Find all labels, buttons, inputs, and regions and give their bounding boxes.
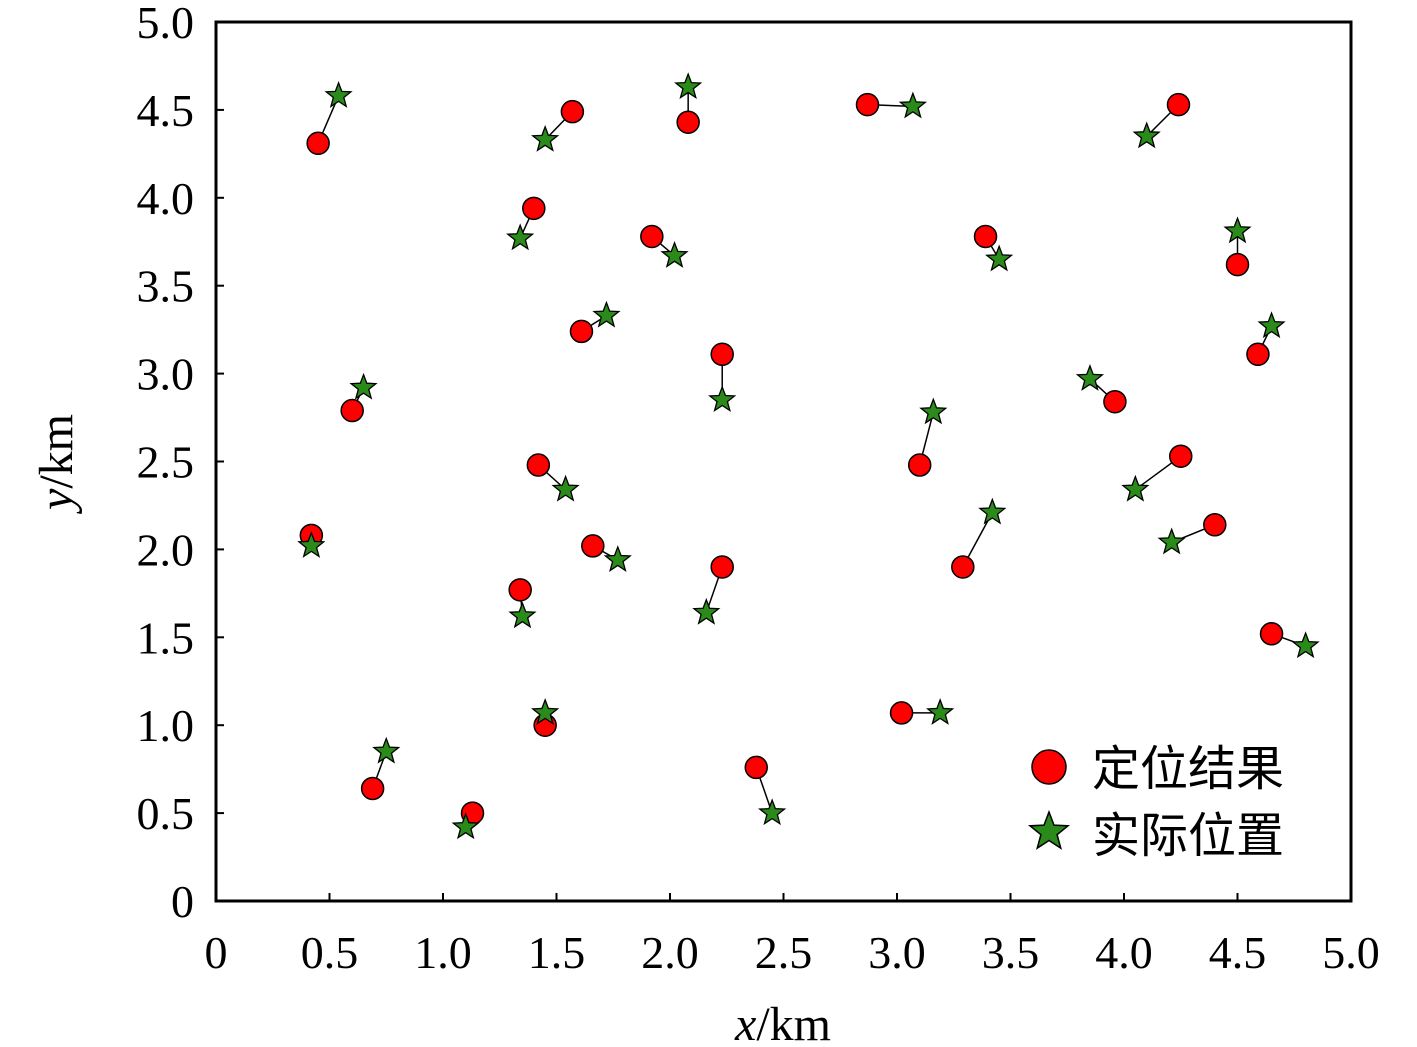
y-tick-label: 2.0 bbox=[137, 524, 195, 575]
actual-point bbox=[1132, 121, 1161, 149]
actual-point bbox=[508, 601, 537, 629]
located-point bbox=[1203, 513, 1227, 537]
actual-point bbox=[692, 597, 721, 625]
actual-point bbox=[349, 372, 378, 400]
located-point bbox=[855, 92, 880, 117]
x-tick-label: 2.0 bbox=[641, 927, 699, 978]
located-point bbox=[569, 319, 594, 344]
data-points bbox=[297, 72, 1320, 840]
located-point bbox=[1169, 444, 1193, 468]
actual-point bbox=[1223, 216, 1252, 244]
located-point bbox=[581, 534, 605, 558]
located-point bbox=[1166, 92, 1191, 117]
y-tick-label: 4.0 bbox=[137, 173, 195, 224]
actual-point bbox=[758, 798, 787, 826]
located-point bbox=[1259, 622, 1284, 646]
located-point bbox=[1246, 342, 1270, 367]
actual-point bbox=[1157, 527, 1186, 555]
actual-point bbox=[324, 81, 353, 108]
actual-point bbox=[372, 736, 401, 764]
located-point bbox=[1225, 252, 1250, 277]
actual-point bbox=[531, 698, 560, 725]
x-tick-label: 3.0 bbox=[868, 927, 926, 978]
located-point bbox=[522, 196, 546, 221]
y-axis-variable: y bbox=[30, 488, 83, 515]
axes: 0 0.5 1.0 1.5 2.0 2.5 3.0 3.5 4.0 4.5 5.0 0 0.5 1.0 1.… bbox=[137, 0, 1380, 978]
actual-point bbox=[1257, 311, 1286, 339]
legend: 定位结果 实际位置 bbox=[1027, 741, 1284, 864]
legend-star-marker bbox=[1027, 809, 1071, 850]
located-point bbox=[360, 776, 385, 801]
located-point bbox=[560, 99, 585, 124]
actual-point bbox=[506, 223, 535, 251]
x-tick-label: 1.5 bbox=[528, 927, 586, 978]
located-point bbox=[508, 578, 532, 602]
located-point bbox=[306, 131, 330, 156]
actual-point bbox=[898, 91, 927, 119]
y-tick-label: 1.0 bbox=[137, 700, 195, 751]
actual-point bbox=[603, 545, 632, 572]
y-tick-label: 4.5 bbox=[137, 85, 195, 136]
located-point bbox=[676, 110, 700, 134]
x-tick-label: 1.0 bbox=[414, 927, 472, 978]
actual-point bbox=[531, 124, 560, 152]
actual-point bbox=[1121, 474, 1150, 502]
actual-point bbox=[660, 240, 689, 268]
x-tick-label: 3.5 bbox=[982, 927, 1040, 978]
x-tick-label: 2.5 bbox=[755, 927, 813, 978]
located-point bbox=[973, 224, 998, 249]
x-axis-unit: /km bbox=[756, 998, 831, 1047]
y-tick-label: 2.5 bbox=[137, 437, 195, 488]
y-tick-label: 0 bbox=[171, 876, 194, 927]
legend-label-located: 定位结果 bbox=[1092, 741, 1284, 797]
located-point bbox=[340, 398, 364, 423]
legend-label-actual: 实际位置 bbox=[1092, 808, 1284, 864]
x-axis-title: x/km bbox=[734, 998, 831, 1047]
y-axis-unit: /km bbox=[30, 414, 83, 489]
legend-circle-marker bbox=[1031, 749, 1067, 785]
actual-point bbox=[708, 385, 737, 412]
actual-point bbox=[978, 497, 1007, 525]
y-axis-title: y/km bbox=[30, 414, 83, 515]
x-tick-label: 0 bbox=[205, 927, 228, 978]
y-tick-label: 0.5 bbox=[137, 788, 195, 839]
connector-lines bbox=[310, 87, 1306, 828]
actual-point bbox=[674, 72, 703, 100]
located-point bbox=[640, 224, 664, 249]
located-point bbox=[951, 555, 975, 579]
actual-point bbox=[919, 397, 948, 425]
y-tick-label: 3.5 bbox=[137, 261, 195, 312]
actual-point bbox=[985, 244, 1014, 272]
actual-point bbox=[451, 812, 480, 840]
x-tick-label: 4.5 bbox=[1209, 927, 1267, 978]
y-tick-label: 3.0 bbox=[137, 349, 195, 400]
located-point bbox=[710, 342, 734, 367]
located-point bbox=[1103, 389, 1127, 414]
x-tick-label: 0.5 bbox=[301, 927, 359, 978]
actual-point bbox=[926, 698, 955, 725]
x-axis-variable: x bbox=[734, 998, 756, 1047]
actual-point bbox=[551, 474, 580, 502]
actual-point bbox=[592, 300, 621, 328]
located-point bbox=[744, 755, 769, 780]
located-point bbox=[889, 701, 914, 725]
located-point bbox=[907, 453, 932, 477]
located-point bbox=[710, 555, 734, 579]
y-tick-label: 5.0 bbox=[137, 0, 195, 48]
actual-point bbox=[1075, 364, 1105, 391]
x-tick-label: 5.0 bbox=[1322, 927, 1380, 978]
located-point bbox=[526, 453, 551, 477]
y-tick-label: 1.5 bbox=[137, 612, 195, 663]
actual-point bbox=[1291, 631, 1320, 659]
x-tick-label: 4.0 bbox=[1095, 927, 1153, 978]
actual-point bbox=[297, 531, 326, 558]
